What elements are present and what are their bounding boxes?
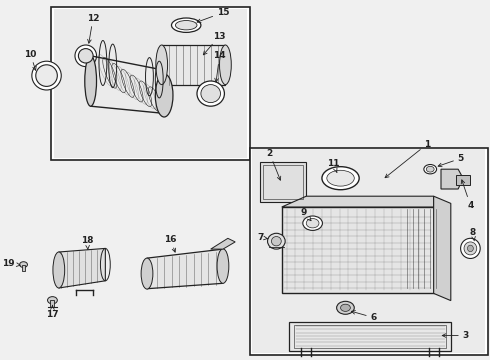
Ellipse shape [156, 45, 168, 85]
Text: 10: 10 [24, 50, 37, 70]
Ellipse shape [78, 49, 93, 63]
Text: 15: 15 [197, 8, 229, 23]
Polygon shape [211, 238, 235, 249]
Ellipse shape [201, 85, 220, 103]
Text: 4: 4 [461, 180, 474, 210]
Text: 11: 11 [327, 159, 340, 172]
Ellipse shape [424, 165, 437, 174]
Bar [260, 162, 306, 202]
Text: 14: 14 [213, 51, 226, 82]
Bar [282, 207, 434, 293]
Text: 16: 16 [164, 235, 177, 252]
Polygon shape [289, 322, 451, 351]
Ellipse shape [303, 216, 322, 230]
Ellipse shape [337, 301, 354, 314]
Ellipse shape [268, 233, 285, 249]
Text: 7: 7 [257, 233, 268, 242]
Ellipse shape [217, 249, 229, 283]
Text: 2: 2 [267, 149, 281, 180]
Ellipse shape [175, 21, 197, 30]
Text: 1: 1 [385, 140, 430, 178]
Bar [50, 300, 54, 307]
Text: 3: 3 [442, 331, 468, 340]
Text: 9: 9 [300, 208, 311, 221]
Ellipse shape [53, 252, 65, 288]
Ellipse shape [426, 166, 434, 172]
Ellipse shape [155, 74, 173, 117]
Bar [162, 45, 225, 85]
Text: 18: 18 [81, 236, 94, 249]
Ellipse shape [341, 304, 350, 311]
Ellipse shape [197, 81, 224, 106]
Bar [250, 148, 488, 355]
Text: 19: 19 [2, 259, 20, 268]
Bar [263, 165, 303, 199]
Text: 17: 17 [46, 306, 59, 319]
Ellipse shape [20, 262, 27, 267]
Text: 5: 5 [438, 154, 464, 167]
Ellipse shape [85, 56, 97, 106]
Ellipse shape [48, 297, 57, 304]
Ellipse shape [464, 242, 477, 255]
Ellipse shape [322, 167, 359, 190]
Bar [22, 265, 25, 271]
Polygon shape [441, 169, 463, 189]
Text: 12: 12 [87, 14, 99, 43]
Ellipse shape [461, 238, 480, 258]
Polygon shape [147, 249, 223, 289]
Ellipse shape [36, 65, 57, 86]
Bar [252, 149, 485, 353]
Text: 6: 6 [351, 311, 376, 322]
Bar [54, 9, 247, 158]
Bar [456, 175, 470, 185]
Polygon shape [59, 248, 105, 288]
Ellipse shape [172, 18, 201, 32]
Text: 8: 8 [470, 228, 476, 241]
Ellipse shape [220, 45, 231, 85]
Bar [51, 7, 250, 160]
Ellipse shape [141, 258, 153, 289]
Ellipse shape [75, 45, 97, 67]
Ellipse shape [306, 219, 319, 228]
Ellipse shape [467, 245, 473, 252]
Polygon shape [282, 196, 434, 207]
Text: 13: 13 [203, 32, 226, 55]
Polygon shape [434, 196, 451, 301]
Ellipse shape [271, 237, 281, 246]
Ellipse shape [327, 170, 354, 186]
Ellipse shape [32, 61, 61, 90]
